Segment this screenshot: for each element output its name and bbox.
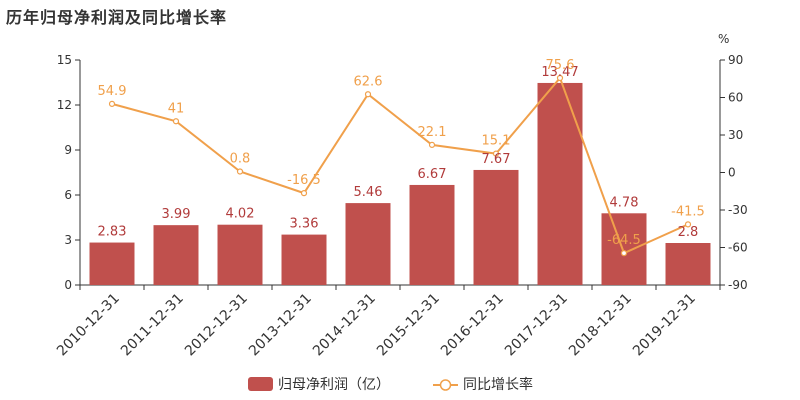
x-tick-label: 2012-12-31 bbox=[182, 291, 251, 360]
line-point bbox=[108, 100, 116, 107]
bar bbox=[345, 203, 391, 285]
line-value-label: 62.6 bbox=[354, 74, 383, 89]
bar-value-label: 2.8 bbox=[678, 225, 699, 240]
bar bbox=[409, 184, 455, 285]
bar-value-label: 3.99 bbox=[162, 207, 191, 222]
line-point bbox=[364, 91, 372, 98]
x-tick-label: 2018-12-31 bbox=[566, 291, 635, 360]
x-tick-label: 2017-12-31 bbox=[502, 291, 571, 360]
line-point bbox=[428, 141, 436, 148]
line-value-label: -64.5 bbox=[607, 233, 641, 248]
bar-value-label: 4.78 bbox=[610, 195, 639, 210]
x-tick-label: 2019-12-31 bbox=[630, 291, 699, 360]
bar-value-label: 13.47 bbox=[541, 65, 578, 80]
y-left-tick-label: 0 bbox=[64, 278, 72, 292]
y-left-tick-label: 9 bbox=[64, 143, 72, 157]
line-point bbox=[620, 250, 628, 257]
y-left-tick-label: 12 bbox=[57, 98, 72, 112]
line-value-label: 22.1 bbox=[418, 125, 447, 140]
line-point bbox=[236, 168, 244, 175]
y-right-tick-label: -60 bbox=[728, 241, 748, 255]
y-right-tick-label: 60 bbox=[728, 91, 743, 105]
y-right-tick-label: 0 bbox=[728, 166, 736, 180]
x-tick-label: 2014-12-31 bbox=[310, 291, 379, 360]
x-tick-label: 2011-12-31 bbox=[118, 291, 187, 360]
y-left-tick-label: 15 bbox=[57, 53, 72, 67]
line-point bbox=[684, 221, 692, 228]
bar bbox=[89, 242, 135, 285]
y-right-axis-unit: % bbox=[718, 32, 729, 46]
bar-value-label: 5.46 bbox=[354, 185, 383, 200]
bar bbox=[153, 225, 199, 285]
bar-value-label: 4.02 bbox=[226, 207, 255, 222]
y-left-tick-label: 3 bbox=[64, 233, 72, 247]
line-value-label: -16.5 bbox=[287, 173, 321, 188]
y-right-tick-label: 90 bbox=[728, 53, 743, 67]
growth-line bbox=[111, 76, 689, 255]
line-value-label: 54.9 bbox=[98, 84, 127, 99]
x-tick-label: 2010-12-31 bbox=[54, 291, 123, 360]
y-right-tick-label: -30 bbox=[728, 203, 748, 217]
legend-line-label: 同比增长率 bbox=[463, 376, 533, 393]
x-tick-label: 2015-12-31 bbox=[374, 291, 443, 360]
chart-title: 历年归母净利润及同比增长率 bbox=[6, 8, 228, 27]
x-tick-label: 2016-12-31 bbox=[438, 291, 507, 360]
legend-bar-swatch bbox=[248, 377, 273, 391]
line-point bbox=[172, 118, 180, 125]
bar-value-label: 6.67 bbox=[418, 167, 447, 182]
bar bbox=[281, 234, 327, 285]
bar-value-label: 7.67 bbox=[482, 152, 511, 167]
line-value-label: -41.5 bbox=[671, 204, 705, 219]
bar bbox=[601, 213, 647, 285]
line-value-label: 0.8 bbox=[230, 152, 251, 167]
x-tick-label: 2013-12-31 bbox=[246, 291, 315, 360]
line-value-label: 41 bbox=[168, 101, 185, 116]
bar-value-label: 2.83 bbox=[98, 225, 127, 240]
y-right-tick-label: -90 bbox=[728, 278, 748, 292]
bar bbox=[537, 82, 583, 285]
y-left-tick-label: 6 bbox=[64, 188, 72, 202]
line-value-label: 75.6 bbox=[546, 58, 575, 73]
bar bbox=[665, 243, 711, 285]
bar bbox=[473, 169, 519, 285]
line-value-label: 15.1 bbox=[482, 134, 511, 149]
legend-line-marker bbox=[439, 379, 452, 391]
line-point bbox=[556, 74, 564, 82]
line-point bbox=[492, 150, 500, 157]
legend-bar-label: 归母净利润（亿） bbox=[278, 376, 390, 393]
y-right-tick-label: 30 bbox=[728, 128, 743, 142]
line-point bbox=[300, 190, 308, 197]
bar bbox=[217, 224, 263, 285]
bar-value-label: 3.36 bbox=[290, 217, 319, 232]
